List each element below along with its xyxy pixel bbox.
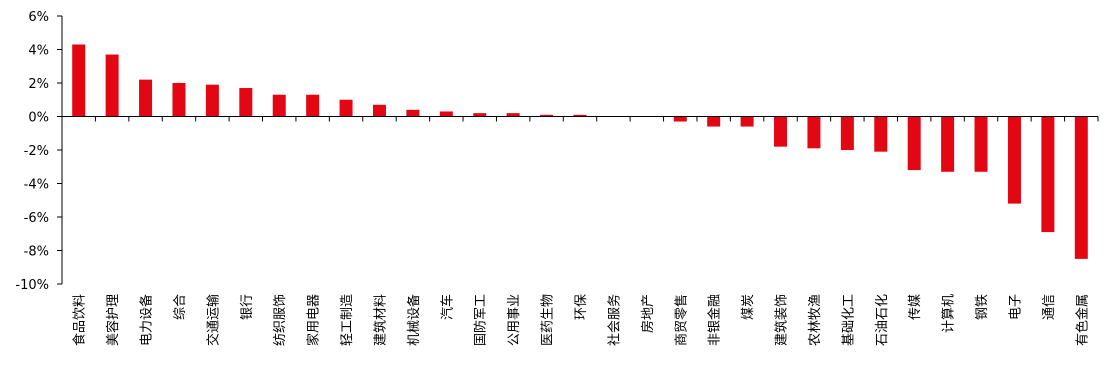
bar <box>573 114 587 117</box>
y-tick-label: -4% <box>24 178 49 193</box>
bar <box>907 116 921 171</box>
y-tick-label: -6% <box>24 211 49 226</box>
bar <box>707 116 721 127</box>
bar <box>740 116 754 127</box>
bar <box>1007 116 1021 204</box>
y-tick-label: -10% <box>15 278 49 293</box>
bar <box>1074 116 1088 259</box>
category-label: 纺织服饰 <box>273 294 288 346</box>
category-label: 建筑装饰 <box>774 294 790 346</box>
category-label: 轻工制造 <box>340 294 355 346</box>
y-tick-label: 4% <box>28 44 49 59</box>
category-label: 传媒 <box>908 294 923 320</box>
bar <box>439 111 453 117</box>
bar <box>974 116 988 172</box>
category-label: 非银金融 <box>707 294 723 346</box>
category-label: 煤炭 <box>741 294 756 320</box>
category-label: 国防军工 <box>473 294 489 346</box>
category-label: 综合 <box>173 294 188 320</box>
category-label: 食品饮料 <box>72 294 88 346</box>
bar <box>272 94 286 117</box>
category-label: 机械设备 <box>406 294 422 346</box>
category-label: 计算机 <box>942 294 957 333</box>
category-label: 基础化工 <box>841 294 856 346</box>
category-label: 医药生物 <box>541 294 556 346</box>
bar <box>774 116 788 147</box>
bar <box>205 84 219 117</box>
bar <box>840 116 854 150</box>
category-label: 石油石化 <box>875 294 890 346</box>
bar <box>406 109 420 117</box>
bar <box>540 114 554 117</box>
bar <box>941 116 955 172</box>
category-label: 房地产 <box>640 294 656 333</box>
category-label: 社会服务 <box>606 294 622 346</box>
category-labels: 食品饮料 美容护理 电力设备 综合 交通运输 银行 纺织服饰 家用电器 轻工制造 建筑材料 机械设备… <box>72 294 1091 346</box>
bar <box>72 44 86 117</box>
bar <box>807 116 821 149</box>
bar <box>473 113 487 117</box>
category-label: 电力设备 <box>139 294 155 346</box>
category-label: 电子 <box>1008 294 1023 320</box>
bars <box>72 44 1088 259</box>
category-label: 农林牧渔 <box>808 294 823 346</box>
category-label: 建筑材料 <box>372 294 388 346</box>
bar <box>372 104 386 117</box>
category-label: 通信 <box>1042 294 1057 320</box>
bar <box>139 79 153 117</box>
bar <box>506 113 520 117</box>
bar <box>306 94 320 117</box>
category-label: 汽车 <box>439 294 455 320</box>
category-label: 环保 <box>574 294 589 320</box>
category-label: 公用事业 <box>507 294 522 346</box>
bar <box>339 99 353 117</box>
bar <box>1041 116 1055 233</box>
category-label: 银行 <box>240 294 255 320</box>
y-tick-label: 2% <box>28 77 49 92</box>
category-label: 美容护理 <box>105 294 121 346</box>
bar <box>172 83 186 117</box>
y-tick-label: 0% <box>28 111 49 126</box>
bar <box>105 54 119 117</box>
bar <box>673 116 687 122</box>
y-tick-label: 6% <box>28 10 49 25</box>
category-label: 钢铁 <box>975 294 990 320</box>
y-axis: 6% 4% 2% 0% -2% -4% -6% -8% -10% <box>15 10 63 293</box>
y-tick-label: -2% <box>24 144 49 159</box>
bar <box>239 88 253 117</box>
category-label: 有色金属 <box>1074 294 1090 346</box>
x-axis <box>61 116 1099 122</box>
category-label: 家用电器 <box>306 294 322 346</box>
category-label: 商贸零售 <box>673 294 689 346</box>
y-tick-label: -8% <box>24 245 49 260</box>
category-label: 交通运输 <box>205 294 221 346</box>
bar <box>874 116 888 152</box>
